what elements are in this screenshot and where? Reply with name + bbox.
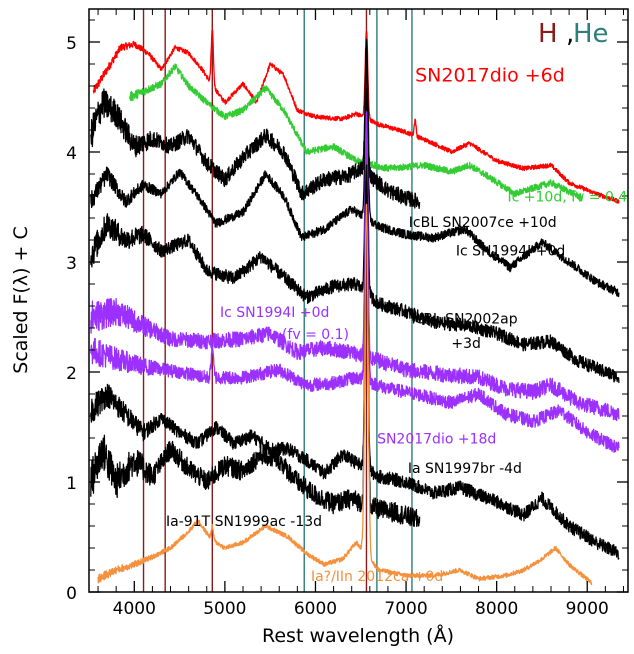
x-axis-label: Rest wavelength (Å)	[262, 624, 454, 647]
series-line-0	[92, 29, 620, 204]
x-tick-label: 7000	[384, 599, 427, 619]
y-tick-label: 1	[66, 474, 77, 494]
series-line-5	[90, 111, 620, 422]
legend-he: He	[573, 19, 609, 49]
y-tick-label: 2	[66, 364, 77, 384]
series-labels: SN2017dio +6d Ic +10d, fv = 0.4 IcBL SN200…	[166, 65, 627, 585]
spectra-series	[90, 29, 620, 586]
series-line-9	[97, 203, 593, 586]
y-tick-label: 3	[66, 254, 77, 274]
plot-frame	[88, 8, 629, 593]
series-label: Ic +10d, fv = 0.4	[508, 190, 628, 206]
series-line-7	[90, 164, 620, 560]
y-tick-label: 0	[66, 584, 77, 604]
series-label: Ic SN1994I +0d	[220, 305, 329, 321]
series-label: +3d	[451, 336, 481, 352]
legend-h: H	[538, 19, 558, 49]
series-label: Ic SN1994I +0d	[456, 243, 565, 259]
series-line-3	[90, 55, 620, 298]
x-tick-label: 6000	[294, 599, 337, 619]
series-line-1	[129, 63, 584, 202]
series-line-2	[90, 38, 421, 210]
series-label: SN2017dio +18d	[377, 432, 496, 448]
y-tick-label: 5	[66, 34, 77, 54]
series-label: IcBL SN2002ap	[411, 312, 517, 328]
series-line-6	[90, 116, 620, 453]
legend-separator: ,	[566, 19, 574, 49]
x-tick-label: 9000	[566, 599, 609, 619]
series-line-4	[90, 88, 620, 384]
x-tick-label: 4000	[113, 599, 156, 619]
series-label: Ia SN1997br -4d	[408, 461, 522, 477]
axis-ticks: 4000 5000 6000 7000 8000 9000 0 1 2 3 4 5	[66, 9, 628, 619]
series-label: IcBL SN2007ce +10d	[409, 215, 557, 231]
y-axis-label: Scaled F(λ) + C	[10, 226, 32, 373]
series-label: Ia-91T SN1999ac -13d	[166, 514, 322, 530]
y-tick-label: 4	[66, 144, 77, 164]
x-tick-label: 8000	[475, 599, 518, 619]
series-label: SN2017dio +6d	[415, 65, 565, 87]
x-tick-label: 5000	[203, 599, 246, 619]
series-label: (fv = 0.1)	[282, 327, 349, 343]
series-label: Ia?/IIn 2012ca +0d	[311, 569, 443, 585]
